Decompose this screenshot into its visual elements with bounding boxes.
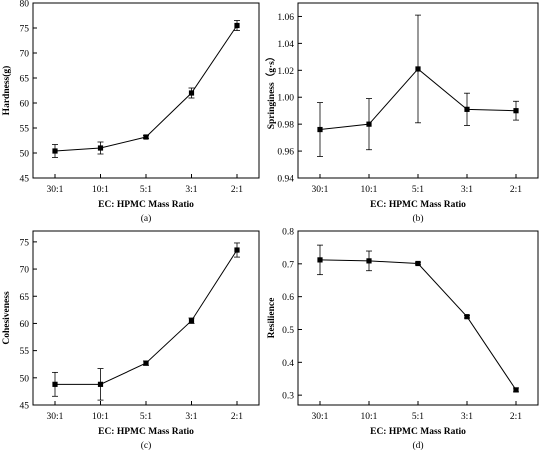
x-axis-title: EC: HPMC Mass Ratio [370, 200, 466, 210]
series-line [54, 25, 238, 152]
y-tick-label: 50 [20, 150, 30, 160]
x-tick-label: 2:1 [510, 412, 522, 422]
x-tick-label: 30:1 [312, 185, 329, 195]
x-tick-label: 30:1 [312, 412, 329, 422]
data-point [317, 257, 323, 263]
y-tick-label: 1.04 [277, 40, 294, 50]
y-axis-title: Resilience [267, 298, 277, 339]
x-tick-label: 5:1 [412, 185, 424, 195]
plot-frame [32, 230, 260, 406]
y-tick-label: 75 [20, 25, 30, 35]
data-point [188, 90, 195, 96]
data-point [143, 360, 149, 366]
y-tick-label: 70 [20, 50, 30, 60]
y-axis-title: Hardness(g) [1, 66, 12, 116]
data-point [97, 145, 104, 151]
x-tick-label: 2:1 [510, 185, 522, 195]
chart-panel-d: 0.3 0.4 0.5 0.6 0.7 0.8 30:1 10:1 5:1 3:1 2:1 EC: H… [267, 228, 539, 451]
y-tick-label: 0.7 [282, 260, 294, 270]
y-axis-title: Springiness（g·s） [265, 52, 277, 130]
y-tick-label: 70 [20, 266, 30, 276]
y-tick-label: 45 [20, 175, 30, 185]
y-tick-label: 45 [20, 402, 30, 412]
data-point [513, 108, 519, 114]
plot-frame [32, 2, 260, 179]
data-point [234, 22, 240, 29]
x-tick-label: 10:1 [92, 185, 109, 195]
x-tick-label: 10:1 [361, 412, 378, 422]
panel-label: (a) [141, 213, 152, 224]
x-tick-label: 5:1 [140, 185, 152, 195]
data-point [234, 247, 240, 253]
y-tick-label: 55 [20, 347, 30, 357]
data-point [97, 381, 104, 387]
y-tick-label: 50 [20, 374, 30, 384]
data-point [143, 134, 149, 140]
data-point [464, 106, 470, 112]
data-point [366, 121, 372, 127]
data-point [415, 260, 421, 267]
y-tick-label: 65 [20, 293, 30, 303]
y-tick-label: 0.94 [277, 175, 294, 185]
y-tick-label: 0.5 [282, 326, 294, 336]
y-tick-label: 0.96 [277, 148, 294, 158]
x-tick-label: 2:1 [231, 412, 243, 422]
data-point [464, 314, 470, 320]
x-tick-label: 3:1 [461, 185, 473, 195]
data-point [317, 126, 323, 133]
x-tick-label: 2:1 [231, 185, 243, 195]
y-tick-label: 65 [20, 75, 30, 85]
y-tick-label: 75 [20, 238, 30, 248]
y-tick-label: 80 [20, 0, 30, 10]
panel-label: (c) [141, 440, 152, 451]
y-tick-label: 60 [20, 320, 30, 330]
x-axis-title: EC: HPMC Mass Ratio [98, 200, 194, 210]
panel-label: (d) [412, 440, 423, 451]
y-tick-label: 55 [20, 125, 30, 135]
chart-panel-c: 45 50 55 60 65 70 75 30:1 10:1 5:1 3:1 2:1 EC: HPMC … [2, 230, 260, 451]
y-tick-label: 1.02 [277, 67, 294, 77]
x-axis-title: EC: HPMC Mass Ratio [98, 427, 194, 437]
y-tick-label: 1.06 [277, 13, 294, 23]
data-point [52, 381, 58, 387]
y-tick-label: 0.3 [282, 392, 294, 402]
x-tick-label: 10:1 [361, 185, 378, 195]
plot-frame [297, 230, 539, 406]
x-tick-label: 10:1 [92, 412, 109, 422]
y-tick-label: 60 [20, 100, 30, 110]
x-tick-label: 5:1 [412, 412, 424, 422]
x-tick-label: 3:1 [185, 412, 197, 422]
y-axis-title: Cohesiveness [2, 291, 12, 345]
chart-panel-a: 45 50 55 60 65 70 75 80 30:1 10:1 5:1 3:1 2:1 EC: HPM… [1, 0, 260, 224]
x-tick-label: 3:1 [461, 412, 473, 422]
x-tick-label: 30:1 [47, 185, 64, 195]
data-point [52, 148, 58, 154]
x-tick-label: 3:1 [185, 185, 197, 195]
chart-panel-b: 0.94 0.96 0.98 1.00 1.02 1.04 1.06 30:1 10:1 5:1 3… [265, 2, 539, 224]
x-tick-label: 30:1 [47, 412, 64, 422]
y-tick-label: 0.8 [282, 228, 294, 238]
y-tick-label: 1.00 [277, 94, 294, 104]
data-point [366, 258, 372, 264]
data-point [188, 318, 195, 324]
series-line [319, 259, 517, 391]
y-tick-label: 0.4 [282, 359, 294, 369]
data-point [415, 66, 421, 72]
x-tick-label: 5:1 [140, 412, 152, 422]
y-tick-label: 0.98 [277, 121, 294, 131]
y-tick-label: 0.6 [282, 293, 294, 303]
data-point [513, 387, 519, 393]
x-axis-title: EC: HPMC Mass Ratio [370, 427, 466, 437]
panel-label: (b) [412, 213, 423, 224]
